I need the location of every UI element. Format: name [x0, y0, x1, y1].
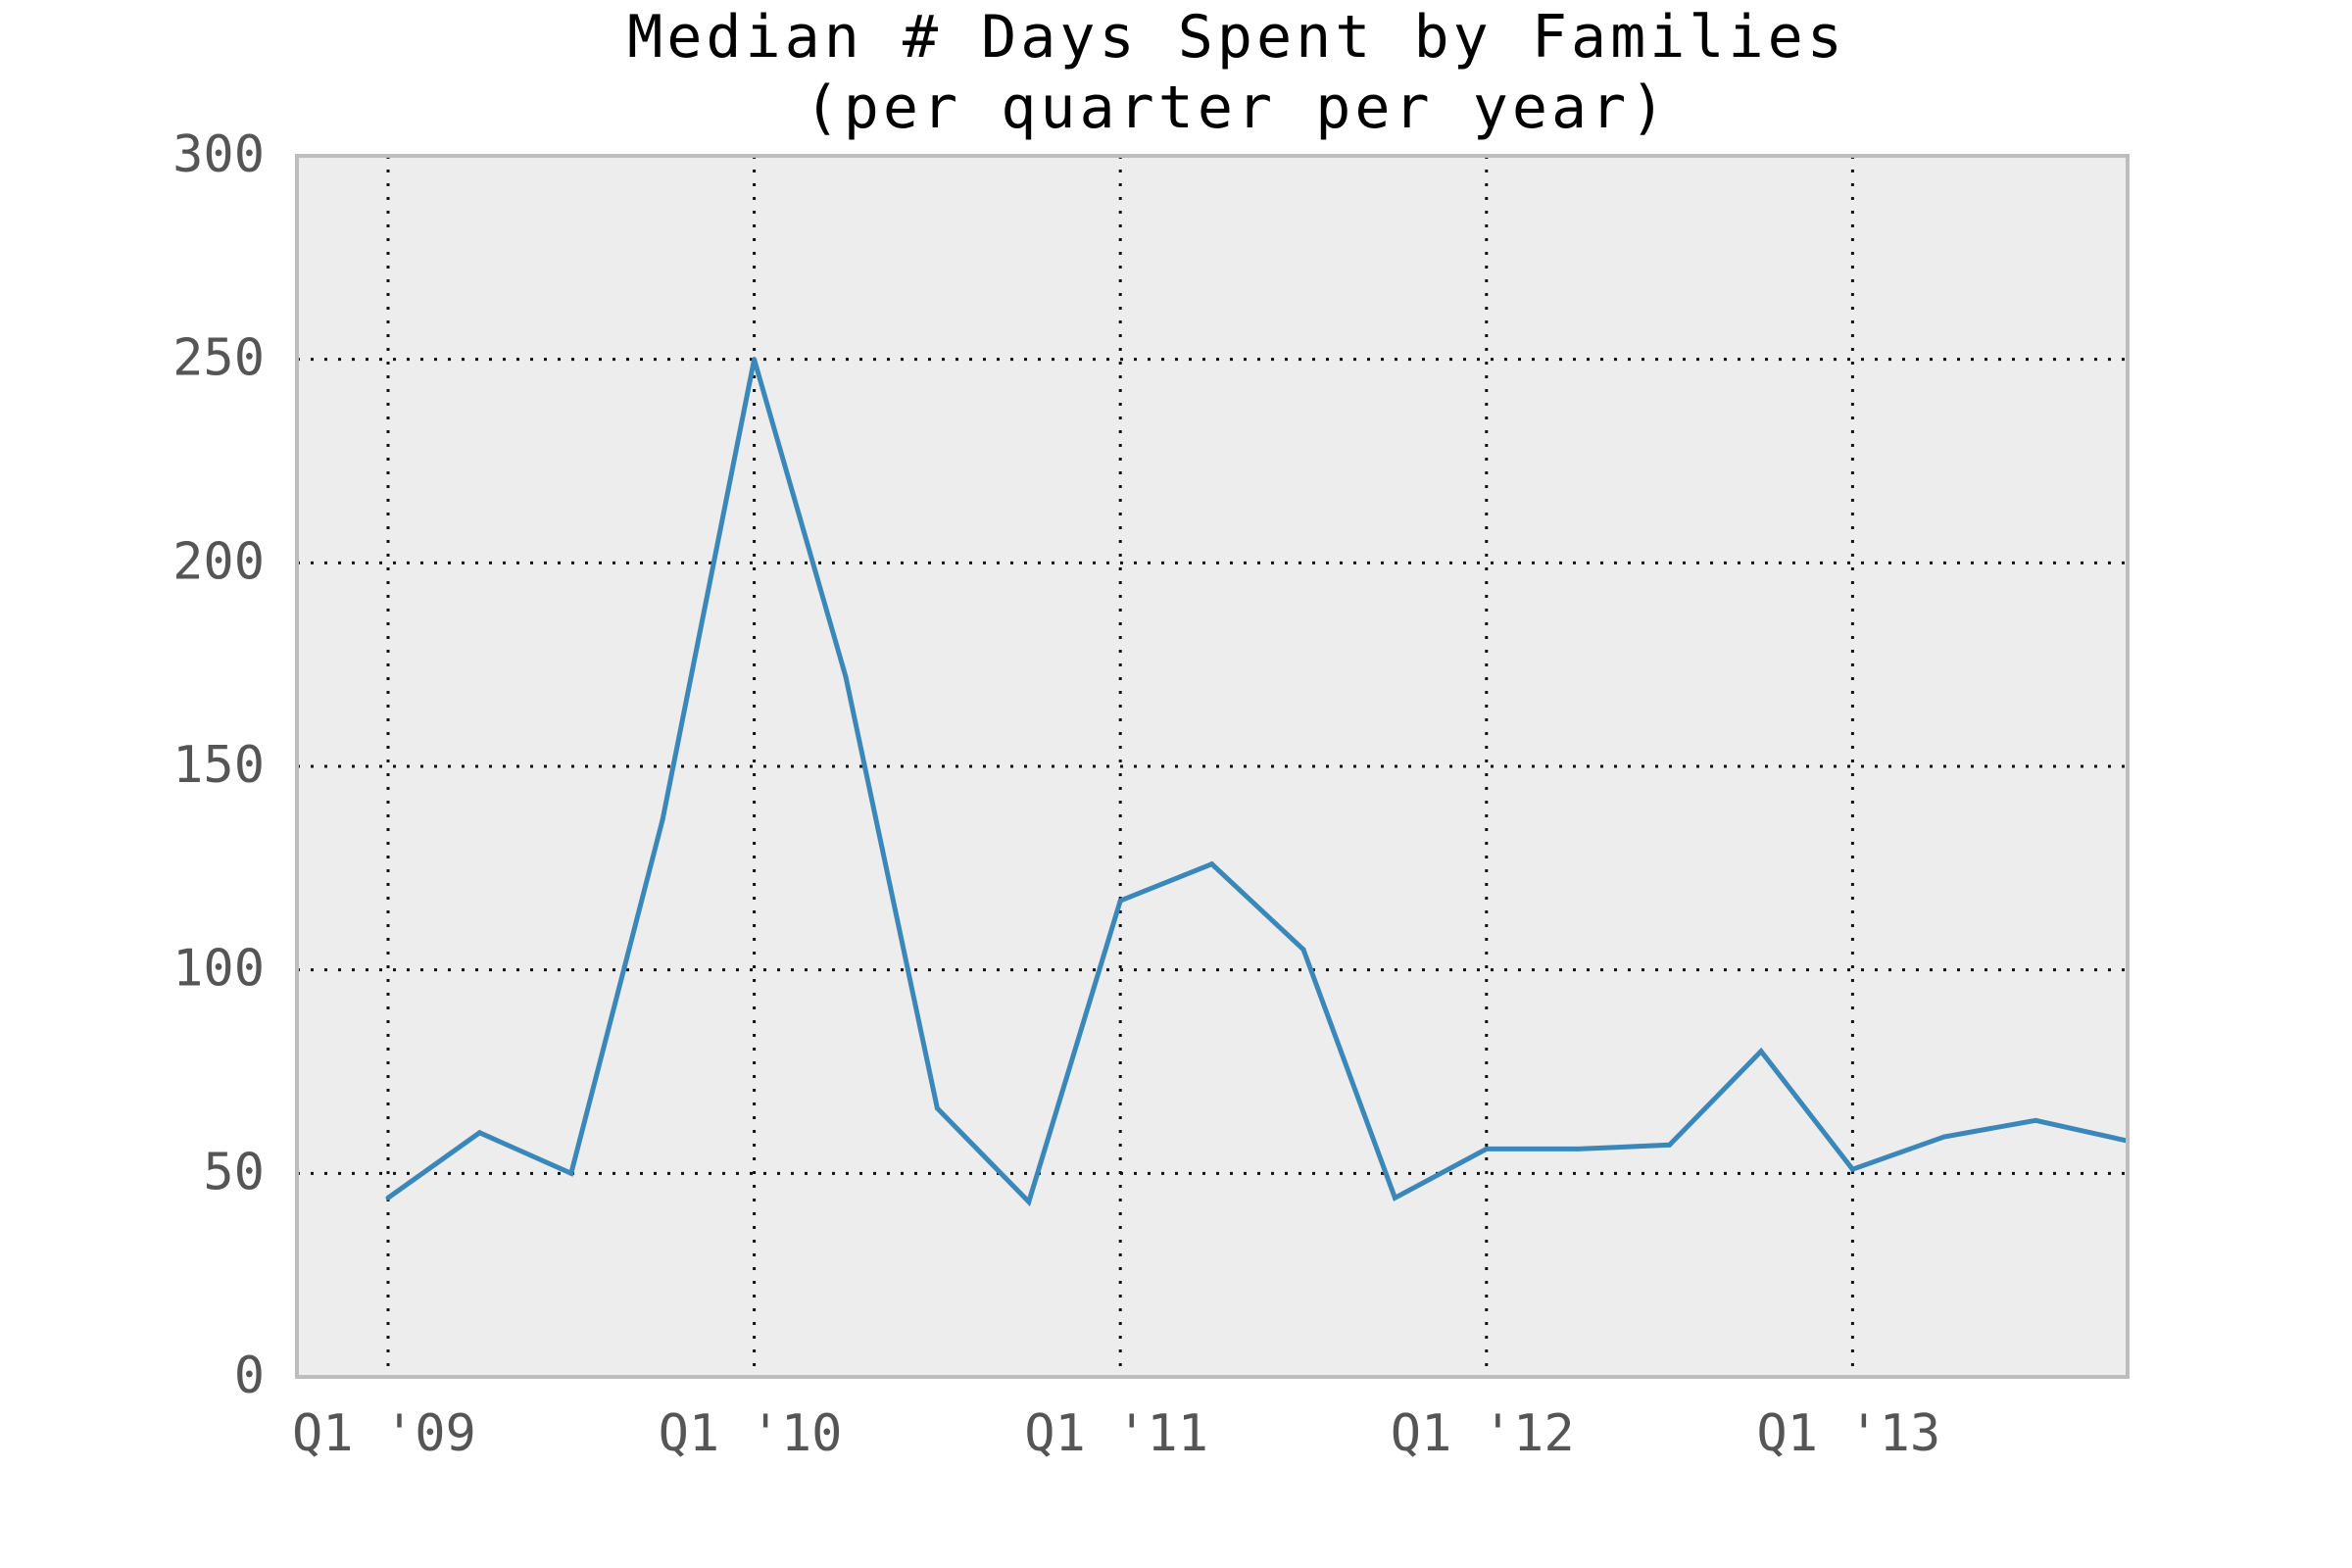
data-point	[385, 1195, 391, 1200]
data-point	[1849, 1166, 1855, 1172]
data-point	[1026, 1199, 1032, 1204]
data-point	[1575, 1146, 1581, 1152]
data-point	[1117, 898, 1123, 904]
x-tick-label: Q1 '13	[1756, 1404, 1940, 1463]
y-tick-label: 0	[234, 1347, 265, 1405]
grid-lines	[297, 156, 2128, 1377]
x-tick-label: Q1 '11	[1024, 1404, 1208, 1463]
x-tick-label: Q1 '09	[292, 1404, 476, 1463]
data-point	[752, 357, 758, 363]
data-point	[1209, 861, 1215, 867]
data-point	[2033, 1117, 2038, 1123]
data-point	[1758, 1049, 1764, 1054]
y-tick-label: 300	[172, 125, 265, 184]
data-point	[1484, 1146, 1490, 1152]
x-axis-ticks: Q1 '09 Q1 '10 Q1 '11 Q1 '12 Q1 '13	[292, 1404, 1940, 1463]
y-tick-label: 50	[203, 1143, 265, 1201]
x-tick-label: Q1 '12	[1391, 1404, 1575, 1463]
chart-title: Median # Days Spent by Families	[627, 3, 1846, 72]
data-point	[568, 1170, 574, 1176]
data-point	[1667, 1142, 1673, 1148]
y-axis-ticks: 0 50 100 150 200 250 300	[172, 125, 265, 1405]
data-point	[1941, 1134, 1947, 1140]
y-tick-label: 250	[172, 329, 265, 388]
plot-frame	[295, 154, 2130, 1379]
data-point	[660, 816, 665, 822]
series-line	[386, 359, 2129, 1207]
data-point	[1392, 1195, 1397, 1200]
y-tick-label: 150	[172, 736, 265, 795]
chart-subtitle: (per quarter per year)	[805, 74, 1670, 142]
x-tick-label: Q1 '10	[659, 1404, 843, 1463]
data-point	[1300, 947, 1306, 953]
series-layer	[385, 357, 2131, 1207]
data-point	[843, 674, 849, 680]
data-point	[934, 1105, 940, 1111]
y-tick-label: 100	[172, 940, 265, 999]
data-point	[476, 1130, 482, 1136]
y-tick-label: 200	[172, 532, 265, 591]
